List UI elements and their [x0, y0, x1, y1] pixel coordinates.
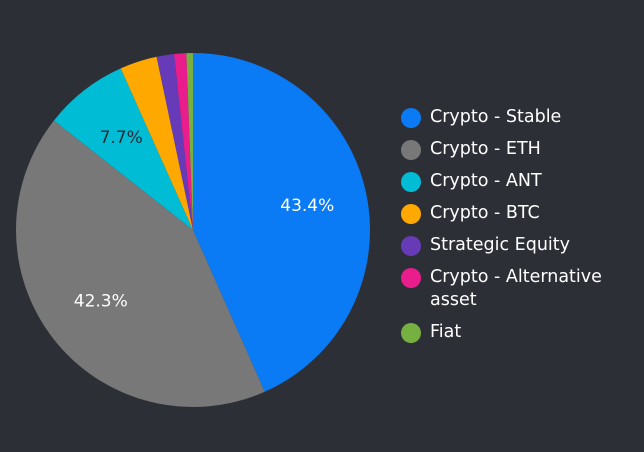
chart-legend: Crypto - Stable Crypto - ETH Crypto - AN…: [401, 106, 641, 353]
pie-slice-crypto-eth[interactable]: [15, 120, 265, 408]
legend-label: Fiat: [430, 322, 462, 342]
legend-item-crypto-ant[interactable]: Crypto - ANT: [401, 170, 641, 193]
pie-slice-strategic-equity[interactable]: [156, 54, 193, 231]
legend-label: Crypto - BTC: [430, 203, 540, 223]
legend-swatch: [401, 172, 421, 192]
legend-swatch: [401, 108, 421, 128]
legend-item-crypto-btc[interactable]: Crypto - BTC: [401, 202, 641, 225]
legend-swatch: [401, 140, 421, 160]
legend-item-fiat[interactable]: Fiat: [401, 321, 641, 344]
pie-slice-crypto-stable[interactable]: [193, 53, 371, 392]
pie-slice-label: 42.3%: [74, 292, 128, 312]
legend-item-crypto-stable[interactable]: Crypto - Stable: [401, 106, 641, 129]
pie-slice-crypto-btc[interactable]: [120, 56, 193, 231]
legend-swatch: [401, 323, 421, 343]
pie-slice-crypto-ant[interactable]: [53, 68, 193, 230]
legend-label: Crypto - ETH: [430, 139, 541, 159]
legend-label: Crypto - Alternative asset: [430, 267, 602, 310]
legend-swatch: [401, 268, 421, 288]
legend-item-strategic-equity[interactable]: Strategic Equity: [401, 234, 641, 257]
legend-swatch: [401, 236, 421, 256]
legend-label: Crypto - Stable: [430, 107, 562, 127]
pie-slice-label: 7.7%: [100, 128, 143, 148]
legend-swatch: [401, 204, 421, 224]
pie-slice-label: 43.4%: [280, 196, 334, 216]
pie-slice-fiat[interactable]: [186, 53, 193, 230]
legend-item-crypto-alternative-asset[interactable]: Crypto - Alternative asset: [401, 266, 641, 312]
pie-slice-crypto-alternative-asset[interactable]: [174, 53, 193, 230]
legend-label: Crypto - ANT: [430, 171, 542, 191]
legend-item-crypto-eth[interactable]: Crypto - ETH: [401, 138, 641, 161]
legend-label: Strategic Equity: [430, 235, 571, 255]
